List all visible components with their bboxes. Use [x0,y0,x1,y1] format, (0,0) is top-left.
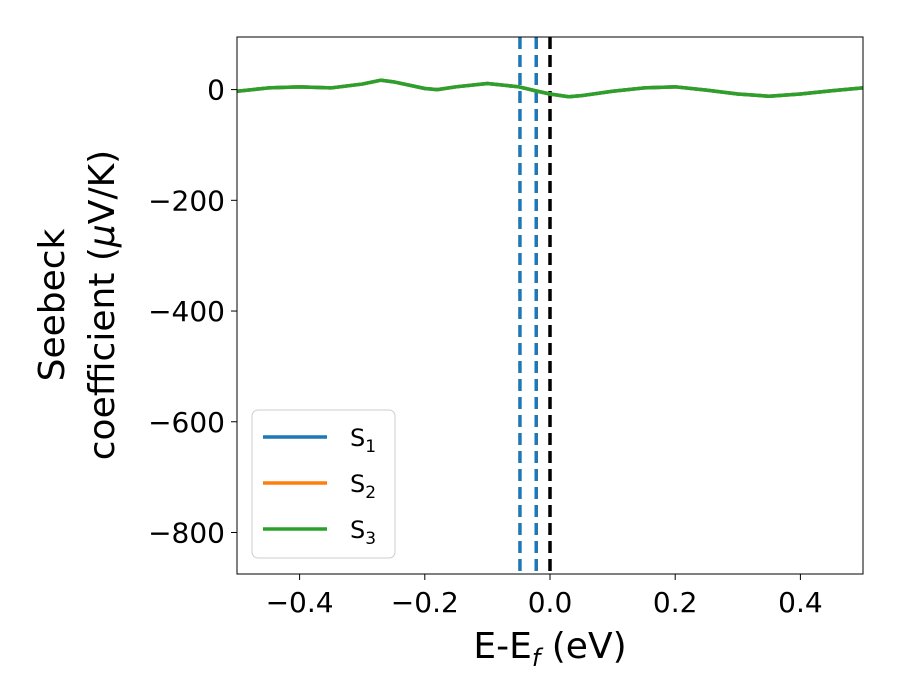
x-axis-label: E-Ef (eV) [473,626,626,672]
x-tick-label: −0.4 [266,586,334,619]
x-axis-ticks: −0.4 −0.2 0.0 0.2 0.4 [266,574,823,619]
y-axis-label-line2-text: coefficient ( [82,247,123,460]
legend-label: S1 [350,424,376,457]
x-tick-label: 0.0 [528,586,573,619]
x-tick-label: 0.2 [653,586,698,619]
x-tick-label: −0.2 [391,586,459,619]
y-axis-label-line1: Seebeck [32,228,73,381]
y-axis-label-unit: V/K) [82,150,123,224]
legend-label: S2 [350,470,376,503]
y-tick-label: 0 [207,74,225,107]
legend: S1 S2 S3 [251,409,396,559]
series-line [237,78,863,99]
data-series [237,78,863,99]
x-axis-label-tail: (eV) [540,626,626,667]
y-tick-label: −600 [148,406,225,439]
y-axis-label: Seebeck coefficient (μV/K) [32,150,123,460]
y-tick-label: −400 [148,295,225,328]
y-axis-label-line2: coefficient (μV/K) [82,150,123,460]
x-axis-label-main: E-E [473,626,531,667]
y-axis-ticks: 0 −200 −400 −600 −800 [148,74,237,549]
x-tick-label: 0.4 [778,586,823,619]
y-tick-label: −800 [148,516,225,549]
y-tick-label: −200 [148,184,225,217]
y-axis-label-mu: μ [82,224,123,248]
legend-label: S3 [350,516,376,549]
